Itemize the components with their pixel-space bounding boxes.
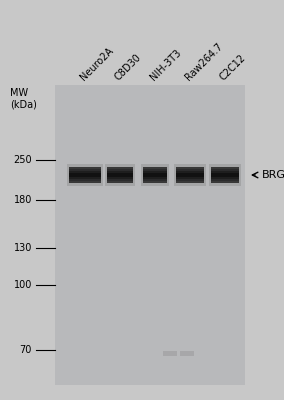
Bar <box>176 171 204 173</box>
Text: C2C12: C2C12 <box>218 52 248 82</box>
Bar <box>211 173 239 175</box>
Text: C8D30: C8D30 <box>113 52 143 82</box>
Bar <box>69 169 101 171</box>
Bar <box>143 169 167 171</box>
Bar <box>69 179 101 181</box>
Text: MW
(kDa): MW (kDa) <box>10 88 37 110</box>
Text: Raw264.7: Raw264.7 <box>183 41 224 82</box>
Text: BRG1: BRG1 <box>262 170 284 180</box>
Bar <box>107 177 133 179</box>
Bar <box>107 167 133 169</box>
Bar <box>143 167 167 169</box>
Bar <box>105 164 135 186</box>
Bar <box>176 169 204 171</box>
Bar <box>69 177 101 179</box>
Text: 100: 100 <box>14 280 32 290</box>
Bar <box>176 179 204 181</box>
Bar <box>176 173 204 175</box>
Bar <box>211 167 239 169</box>
Bar <box>107 173 133 175</box>
Bar <box>163 351 177 356</box>
Bar <box>143 177 167 179</box>
Bar <box>211 177 239 179</box>
Bar <box>211 179 239 181</box>
Text: Neuro2A: Neuro2A <box>78 45 115 82</box>
Text: 180: 180 <box>14 195 32 205</box>
Bar <box>209 164 241 186</box>
Bar <box>176 177 204 179</box>
Bar <box>69 173 101 175</box>
Bar <box>143 171 167 173</box>
Bar <box>69 181 101 183</box>
Bar <box>211 171 239 173</box>
Bar <box>176 167 204 169</box>
Bar <box>143 179 167 181</box>
Bar <box>55 85 245 385</box>
Bar <box>69 175 101 177</box>
Text: 250: 250 <box>13 155 32 165</box>
Bar <box>176 175 204 177</box>
Text: 130: 130 <box>14 243 32 253</box>
Bar <box>107 179 133 181</box>
Text: NIH-3T3: NIH-3T3 <box>148 47 183 82</box>
Bar <box>141 164 169 186</box>
Bar <box>107 169 133 171</box>
Bar <box>211 181 239 183</box>
Bar <box>107 181 133 183</box>
Bar <box>180 351 194 356</box>
Bar <box>143 173 167 175</box>
Bar <box>107 171 133 173</box>
Bar <box>69 167 101 169</box>
Bar <box>143 175 167 177</box>
Bar <box>174 164 206 186</box>
Bar <box>143 181 167 183</box>
Bar <box>67 164 103 186</box>
Bar <box>176 181 204 183</box>
Text: 70: 70 <box>20 345 32 355</box>
Bar <box>107 175 133 177</box>
Bar <box>211 175 239 177</box>
Bar <box>69 171 101 173</box>
Bar <box>211 169 239 171</box>
